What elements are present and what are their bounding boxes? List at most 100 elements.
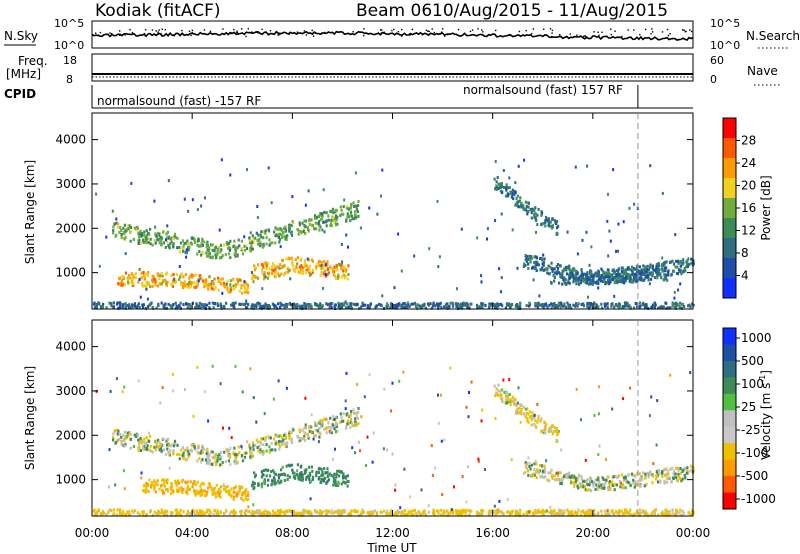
heatmap-cell <box>265 443 268 447</box>
heatmap-cell <box>636 274 639 278</box>
heatmap-cell <box>228 493 231 497</box>
heatmap-cell <box>645 510 648 513</box>
heatmap-cell <box>157 231 160 235</box>
heatmap-cell <box>270 201 273 205</box>
heatmap-cell <box>539 419 542 423</box>
heatmap-cell <box>170 481 173 485</box>
heatmap-cell <box>528 254 531 258</box>
heatmap-cell <box>601 276 605 279</box>
heatmap-cell <box>146 305 150 309</box>
heatmap-cell <box>214 495 217 499</box>
heatmap-cell <box>660 264 663 268</box>
heatmap-cell <box>334 223 337 227</box>
heatmap-cell <box>406 301 409 305</box>
heatmap-cell <box>603 509 606 513</box>
heatmap-cell <box>545 267 548 271</box>
heatmap-cell <box>567 281 570 285</box>
heatmap-cell <box>163 481 166 485</box>
heatmap-cell <box>389 513 392 517</box>
heatmap-cell <box>207 486 210 490</box>
heatmap-cell <box>525 467 529 470</box>
heatmap-cell <box>207 482 211 486</box>
heatmap-cell <box>241 491 244 495</box>
heatmap-cell <box>268 229 271 233</box>
nsearch-dot <box>281 32 283 34</box>
heatmap-cell <box>252 487 255 491</box>
heatmap-cell <box>530 256 533 260</box>
heatmap-cell <box>140 439 143 443</box>
heatmap-cell <box>137 231 140 235</box>
heatmap-cell <box>271 268 274 272</box>
heatmap-cell <box>117 222 120 226</box>
nsearch-dot <box>597 31 599 33</box>
heatmap-cell <box>331 207 334 211</box>
heatmap-cell <box>281 465 284 469</box>
heatmap-cell <box>214 460 217 464</box>
heatmap-cell <box>527 262 530 266</box>
heatmap-cell <box>292 306 296 310</box>
power-ylabel: Slant Range [km] <box>23 160 37 264</box>
heatmap-cell <box>155 306 158 310</box>
heatmap-cell <box>140 441 143 445</box>
heatmap-cell <box>414 305 417 309</box>
heatmap-cell <box>112 438 115 442</box>
heatmap-cell <box>149 227 152 231</box>
heatmap-cell <box>556 433 559 437</box>
heatmap-cell <box>617 273 620 277</box>
heatmap-cell <box>533 468 536 472</box>
heatmap-cell <box>178 457 181 461</box>
heatmap-cell <box>357 204 360 207</box>
colorbar-swatch <box>723 476 736 494</box>
heatmap-cell <box>180 272 183 276</box>
heatmap-cell <box>536 263 539 267</box>
heatmap-cell <box>140 234 143 238</box>
heatmap-cell <box>586 271 589 275</box>
heatmap-cell <box>592 508 596 512</box>
heatmap-cell <box>343 276 346 280</box>
heatmap-cell <box>162 279 165 282</box>
heatmap-cell <box>199 244 202 248</box>
heatmap-cell <box>225 490 228 494</box>
heatmap-cell <box>587 509 590 513</box>
heatmap-cell <box>679 508 682 512</box>
heatmap-cell <box>102 302 105 306</box>
heatmap-cell <box>173 439 177 443</box>
heatmap-cell <box>522 412 526 416</box>
heatmap-cell <box>675 476 678 480</box>
heatmap-cell <box>162 230 165 234</box>
heatmap-cell <box>251 273 255 277</box>
heatmap-cell <box>166 230 169 234</box>
heatmap-cell <box>354 417 357 421</box>
heatmap-cell <box>494 187 497 191</box>
heatmap-cell <box>509 191 512 195</box>
heatmap-cell <box>329 511 332 515</box>
heatmap-cell <box>208 484 211 488</box>
heatmap-cell <box>200 449 203 453</box>
colorbar-swatch <box>723 178 736 199</box>
heatmap-cell <box>232 278 235 282</box>
heatmap-cell <box>343 265 346 269</box>
heatmap-cell <box>514 190 517 194</box>
heatmap-cell <box>400 269 403 273</box>
heatmap-cell <box>309 497 312 501</box>
heatmap-cell <box>568 272 571 276</box>
heatmap-cell <box>343 510 346 514</box>
heatmap-cell <box>403 512 406 516</box>
colorbar-tick-label: 20 <box>741 179 756 193</box>
heatmap-cell <box>133 433 136 437</box>
heatmap-cell <box>322 510 325 513</box>
heatmap-cell <box>252 280 255 284</box>
heatmap-cell <box>477 459 480 463</box>
heatmap-cell <box>541 304 544 308</box>
heatmap-cell <box>179 275 182 279</box>
heatmap-cell <box>525 205 528 208</box>
heatmap-cell <box>495 180 498 184</box>
heatmap-cell <box>291 258 294 262</box>
nsearch-dot <box>409 34 411 36</box>
heatmap-cell <box>690 468 693 472</box>
heatmap-cell <box>599 279 603 283</box>
heatmap-cell <box>561 513 564 517</box>
heatmap-cell <box>234 249 237 253</box>
heatmap-cell <box>209 462 212 466</box>
